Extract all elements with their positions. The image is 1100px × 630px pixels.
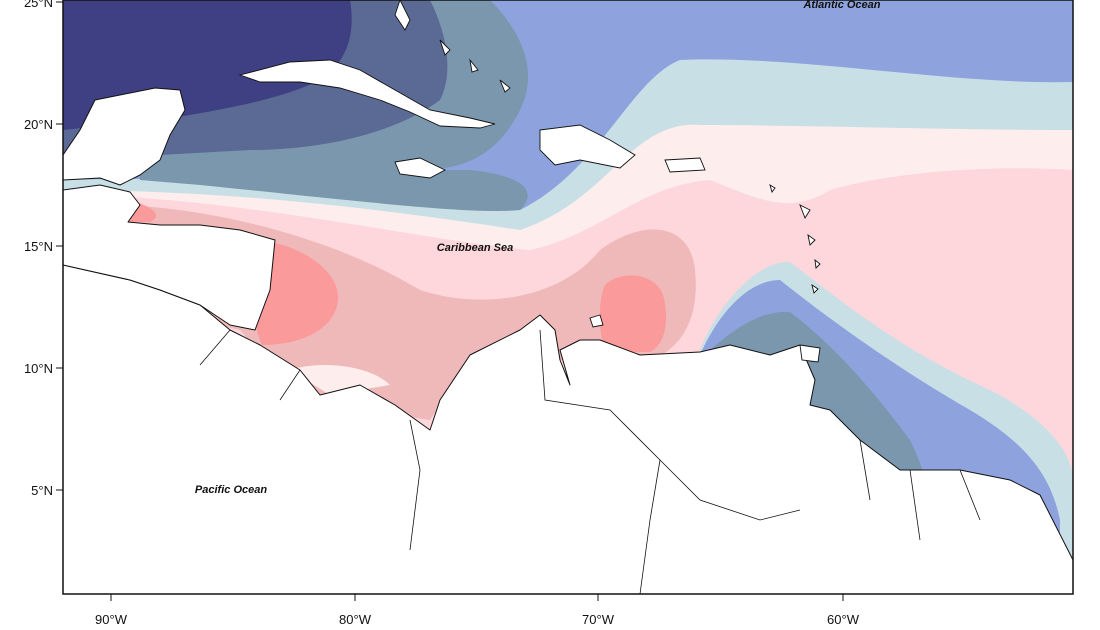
island-lesser-antilles <box>769 184 821 294</box>
island-cuba <box>238 59 496 129</box>
plot-frame <box>62 0 1074 595</box>
island-hispaniola <box>539 124 636 169</box>
lon-label-70: 70°W <box>582 612 615 627</box>
label-pacific-ocean: Pacific Ocean <box>195 484 267 496</box>
land-honduras <box>63 184 276 331</box>
lat-label-20: 20°N <box>24 117 53 132</box>
land-yucatan <box>63 87 186 186</box>
lat-label-5: 5°N <box>31 483 53 498</box>
lat-axis: 25°N 20°N 15°N 10°N 5°N <box>24 0 63 498</box>
lon-label-80: 80°W <box>339 612 372 627</box>
island-trinidad <box>799 344 821 363</box>
lat-label-25: 25°N <box>24 0 53 10</box>
field-salmon-east <box>599 275 667 352</box>
island-curacao <box>589 314 604 328</box>
lon-label-90: 90°W <box>95 612 128 627</box>
label-atlantic-ocean: Atlantic Ocean <box>802 0 880 11</box>
field-salmon-west <box>252 240 339 345</box>
anomaly-field <box>63 0 1073 594</box>
lon-label-60: 60°W <box>827 612 860 627</box>
lat-label-15: 15°N <box>24 239 53 254</box>
lon-axis: 90°W 80°W 70°W 60°W <box>95 594 860 627</box>
field-steel-nw2 <box>140 170 528 211</box>
label-caribbean-sea: Caribbean Sea <box>437 242 513 254</box>
land-south-america <box>63 264 1073 594</box>
lat-label-10: 10°N <box>24 361 53 376</box>
island-puerto-rico <box>664 157 706 173</box>
country-borders <box>199 329 981 594</box>
island-jamaica <box>394 157 446 179</box>
island-bahamas <box>394 0 511 93</box>
